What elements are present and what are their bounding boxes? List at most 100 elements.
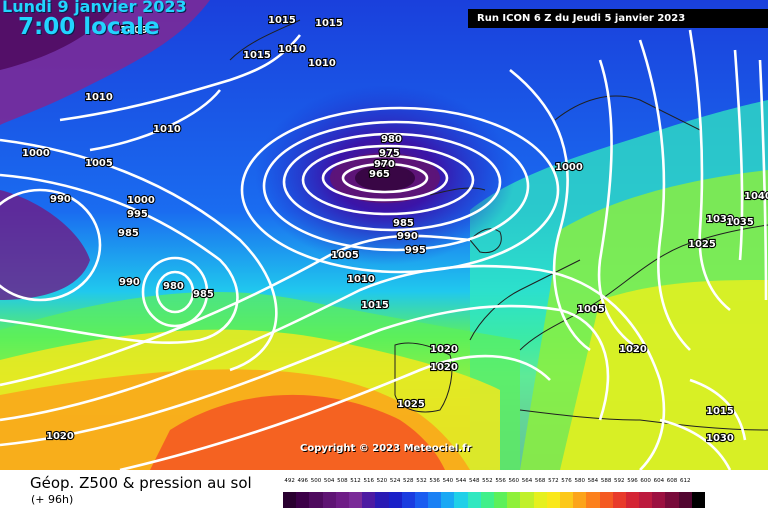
scale-cell: 612	[678, 478, 692, 508]
isobar-label: 1005	[577, 304, 605, 315]
isobar-label: 1010	[85, 92, 113, 103]
color-scale: 492 496 500 504 508 512 516 520 524 528 532 536 540 5…	[283, 478, 705, 508]
scale-value: 604	[653, 478, 665, 484]
isobar-label: 1025	[688, 239, 716, 250]
scale-cell: 524	[388, 478, 402, 508]
scale-value: 516	[363, 478, 374, 484]
scale-swatch	[546, 492, 560, 508]
copyright: Copyright © 2023 Meteociel.fr	[300, 443, 472, 454]
scale-swatch	[348, 492, 363, 508]
model-run-label: Run ICON 6 Z du Jeudi 5 janvier 2023	[468, 9, 768, 28]
isobar-label: 1015	[243, 50, 271, 61]
scale-swatch	[335, 492, 349, 508]
isobar-label: 1005	[85, 158, 113, 169]
scale-cell: 492	[283, 478, 297, 508]
scale-cell: 576	[559, 478, 574, 508]
scale-value: 584	[587, 478, 599, 484]
isobar-label: 1010	[347, 274, 375, 285]
isobar-label: 1035	[726, 217, 754, 228]
isobar-label: 1000	[22, 148, 50, 159]
scale-cell: 540	[441, 478, 455, 508]
scale-cell: 592	[612, 478, 626, 508]
scale-cell: 608	[665, 478, 679, 508]
scale-value: 528	[403, 478, 414, 484]
scale-value: 556	[495, 478, 506, 484]
isobar-label: 965	[369, 169, 390, 180]
isobar-label: 1010	[308, 58, 336, 69]
scale-value: 588	[600, 478, 612, 484]
scale-cell: 560	[507, 478, 521, 508]
scale-value: 596	[627, 478, 638, 484]
isobar-label: 1030	[706, 214, 734, 225]
scale-swatch	[652, 492, 666, 508]
scale-swatch	[612, 492, 626, 508]
scale-cell: 500	[309, 478, 323, 508]
scale-cell: 520	[375, 478, 389, 508]
scale-swatch	[533, 492, 547, 508]
isobar-label: 1010	[278, 44, 306, 55]
forecast-map: 1015 1015 1009 1010 1015 1010 1010 1010 …	[0, 0, 768, 470]
isobar-label: 985	[118, 228, 139, 239]
isobar-label: 980	[163, 281, 184, 292]
scale-value: 496	[297, 478, 309, 484]
scale-cell: 600	[639, 478, 653, 508]
isobar-label: 980	[381, 134, 402, 145]
scale-cell: 572	[546, 478, 560, 508]
scale-value: 600	[640, 478, 651, 484]
scale-swatch	[586, 492, 600, 508]
scale-swatch	[494, 492, 508, 508]
scale-cell: 544	[454, 478, 468, 508]
scale-swatch	[467, 492, 481, 508]
isobar-label: 1005	[331, 250, 359, 261]
scale-swatch	[691, 492, 705, 508]
scale-swatch	[625, 492, 640, 508]
isobar-label: 1015	[361, 300, 389, 311]
scale-value: 564	[521, 478, 533, 484]
scale-cell: 556	[494, 478, 508, 508]
isobar-label: 1015	[706, 406, 734, 417]
scale-swatch	[401, 492, 415, 508]
legend-subtitle: (+ 96h)	[31, 493, 74, 506]
scale-value: 500	[310, 478, 322, 484]
scale-cell: 548	[467, 478, 481, 508]
isobar-label: 990	[119, 277, 140, 288]
scale-cell: 532	[414, 478, 429, 508]
scale-cell: 496	[296, 478, 310, 508]
scale-value: 504	[323, 478, 335, 484]
scale-swatch	[520, 492, 534, 508]
isobar-label: 1025	[397, 399, 425, 410]
scale-value: 608	[666, 478, 678, 484]
scale-swatch	[665, 492, 679, 508]
isobar-label: 1015	[315, 18, 343, 29]
isobar-label: 1009	[120, 25, 148, 36]
scale-value: 540	[442, 478, 454, 484]
scale-cell: 536	[428, 478, 442, 508]
isobar-label: 990	[397, 231, 418, 242]
scale-value: 612	[679, 478, 691, 484]
isobar-label: 1020	[46, 431, 74, 442]
scale-cell: 552	[480, 478, 494, 508]
scale-value: 572	[548, 478, 559, 484]
scale-value: 512	[350, 478, 361, 484]
scale-value: 492	[284, 478, 295, 484]
scale-value: 544	[455, 478, 467, 484]
scale-swatch	[639, 492, 653, 508]
scale-swatch	[678, 492, 692, 508]
scale-cell: 604	[652, 478, 666, 508]
scale-cell: 508	[335, 478, 349, 508]
scale-swatch	[480, 492, 494, 508]
forecast-date: Lundi 9 janvier 2023	[2, 0, 187, 16]
scale-value: 580	[574, 478, 585, 484]
scale-cell: 528	[401, 478, 415, 508]
isobar-label: 1020	[430, 344, 458, 355]
isobar-label: 1020	[430, 362, 458, 373]
isobar-labels: 1015 1015 1009 1010 1015 1010 1010 1010 …	[21, 14, 768, 445]
isobar-label: 1010	[153, 124, 181, 135]
scale-swatch	[441, 492, 455, 508]
scale-value: 520	[376, 478, 388, 484]
isobar-label: 1030	[706, 433, 734, 444]
isobars	[0, 29, 768, 470]
isobar-label: 1015	[268, 15, 296, 26]
scale-cell: 596	[625, 478, 640, 508]
